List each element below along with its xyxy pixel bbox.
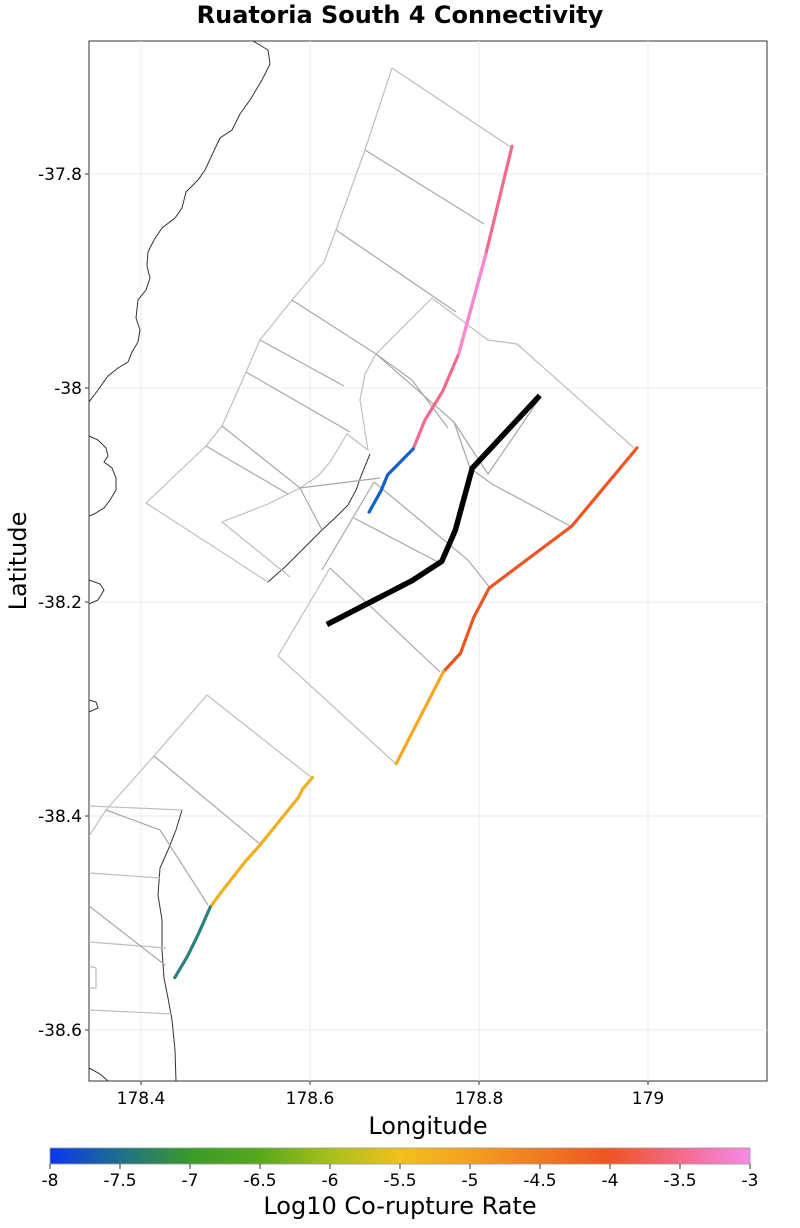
target-fault-trace [325, 393, 542, 627]
x-tick-label: 178.6 [286, 1089, 335, 1109]
y-tick-label: -38.6 [38, 1021, 82, 1041]
x-tick-label: 178.8 [455, 1089, 504, 1109]
connected-fault-trace [394, 669, 446, 766]
coastline [89, 41, 371, 1081]
connected-fault-trace [441, 446, 639, 674]
y-axis: -37.8 -38 -38.2 -38.4 -38.6 Latitude [4, 165, 89, 1041]
colorbar-tick-label: -3.5 [663, 1171, 696, 1191]
colorbar-tick-label: -7 [182, 1171, 199, 1191]
y-axis-title: Latitude [4, 512, 32, 611]
y-tick-label: -37.8 [38, 165, 82, 185]
colorbar-tick-label: -4 [602, 1171, 619, 1191]
x-tick-label: 179 [632, 1089, 664, 1109]
connected-fault-trace [208, 775, 315, 909]
connected-fault-trace [367, 447, 415, 514]
colorbar-tick-label: -4.5 [523, 1171, 556, 1191]
colorbar-tick-label: -7.5 [103, 1171, 136, 1191]
colorbar-tick-label: -8 [42, 1171, 59, 1191]
connected-fault-trace [411, 144, 514, 451]
colorbar-tick-label: -5 [462, 1171, 479, 1191]
connected-fault-traces [173, 144, 639, 980]
connected-fault-trace [457, 252, 488, 356]
y-tick-label: -38 [54, 379, 82, 399]
grid-lines [89, 41, 767, 1081]
chart-title: Ruatoria South 4 Connectivity [197, 1, 604, 29]
colorbar-tick-label: -3 [742, 1171, 759, 1191]
colorbar-title: Log10 Co-rupture Rate [263, 1192, 536, 1220]
x-tick-label: 178.4 [117, 1089, 166, 1109]
x-axis: 178.4 178.6 178.8 179 Longitude [117, 1081, 664, 1140]
plot-panel [88, 40, 768, 1082]
x-axis-title: Longitude [368, 1112, 487, 1140]
colorbar-gradient [49, 1147, 751, 1165]
colorbar: -8 -7.5 -7 -6.5 -6 -5.5 -5 -4.5 -4 -3.5 -3 Log10 C… [42, 1147, 759, 1220]
colorbar-tick-label: -5.5 [383, 1171, 416, 1191]
target-fault-trace-group [325, 393, 542, 627]
colorbar-tick-label: -6 [322, 1171, 339, 1191]
colorbar-ticks: -8 -7.5 -7 -6.5 -6 -5.5 -5 -4.5 -4 -3.5 -3 [42, 1164, 759, 1191]
y-tick-label: -38.2 [38, 593, 82, 613]
y-tick-label: -38.4 [38, 807, 82, 827]
connected-fault-trace [173, 905, 212, 980]
colorbar-tick-label: -6.5 [243, 1171, 276, 1191]
